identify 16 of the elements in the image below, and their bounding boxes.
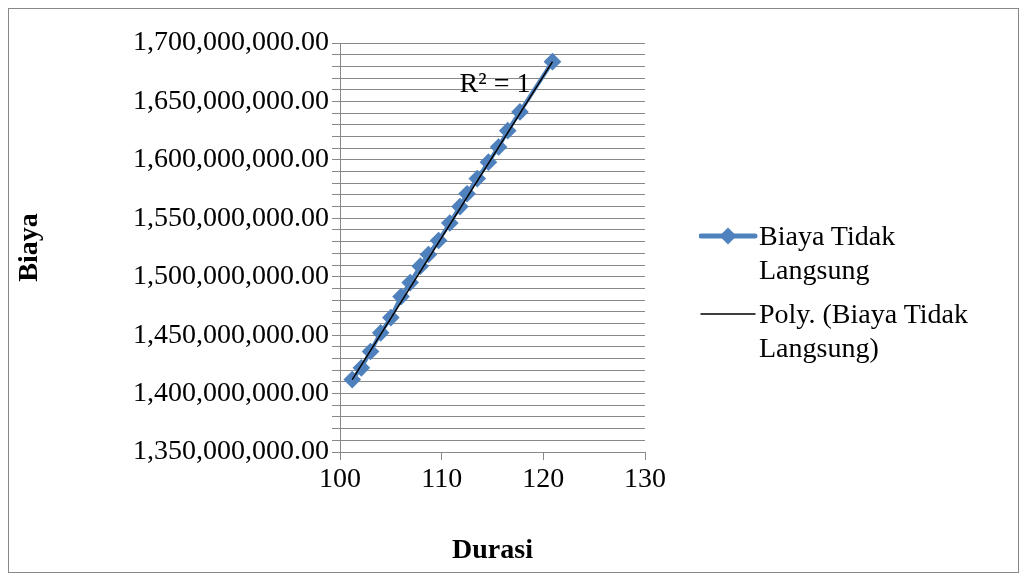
y-tick-label: 1,650,000,000.00 — [133, 83, 329, 115]
x-tick-label: 110 — [421, 462, 463, 494]
y-tick-label: 1,400,000,000.00 — [133, 375, 329, 407]
legend-label: Poly. (Biaya Tidak Langsung) — [759, 297, 969, 365]
x-tick-label: 120 — [522, 462, 565, 494]
y-tick-label: 1,600,000,000.00 — [133, 142, 329, 174]
y-tick-label: 1,700,000,000.00 — [133, 25, 329, 57]
y-tick-label: 1,450,000,000.00 — [133, 317, 329, 349]
y-axis-title: Biaya — [12, 213, 44, 282]
y-tick-label: 1,550,000,000.00 — [133, 200, 329, 232]
annotation: R² = 1 — [459, 67, 531, 99]
x-axis-title: Durasi — [452, 533, 534, 565]
x-tick-label: 130 — [624, 462, 666, 494]
legend-label: Biaya Tidak Langsung — [759, 219, 897, 287]
point — [344, 371, 361, 388]
y-tick-label: 1,500,000,000.00 — [133, 259, 329, 291]
